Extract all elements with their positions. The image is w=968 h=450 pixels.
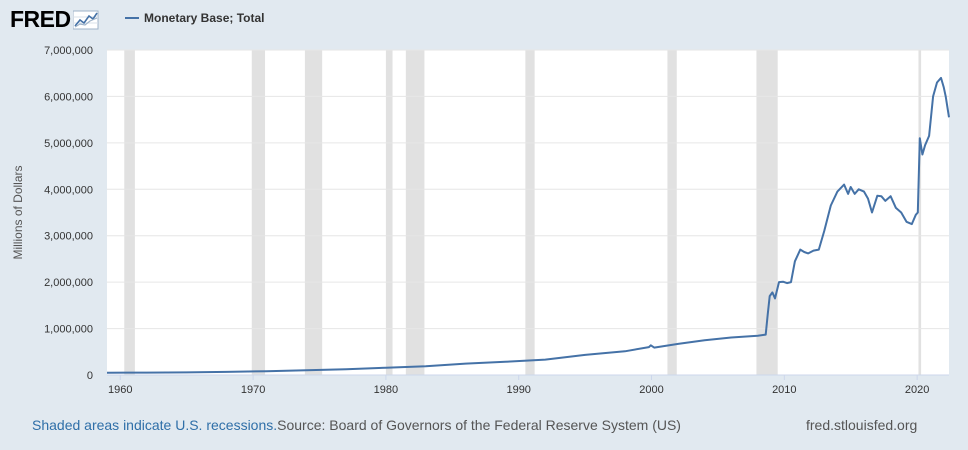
chart-logo-icon [72, 10, 99, 29]
x-tick-label: 1990 [506, 384, 530, 396]
y-tick-label: 2,000,000 [44, 277, 93, 289]
fred-logo[interactable]: FRED [10, 6, 99, 33]
line-chart: 0 1,000,000 2,000,000 3,000,000 4,000,000 5,0… [11, 45, 950, 396]
y-tick-label: 4,000,000 [44, 184, 93, 196]
y-tick-label: 0 [87, 370, 93, 382]
recession-shade [667, 50, 677, 375]
recession-shade [405, 50, 425, 375]
x-tick-label: 1960 [108, 384, 132, 396]
y-tick-label: 1,000,000 [44, 324, 93, 336]
y-tick-label: 6,000,000 [44, 91, 93, 103]
x-tick-label: 2000 [639, 384, 663, 396]
logo-text: FRED [10, 6, 71, 32]
legend: Monetary Base; Total [125, 11, 264, 25]
x-tick-label: 1970 [241, 384, 265, 396]
recession-shade [385, 50, 393, 375]
recession-shade [525, 50, 535, 375]
footer-notes: Shaded areas indicate U.S. recessions.So… [32, 417, 681, 433]
series-line[interactable] [106, 76, 950, 374]
y-tick-label: 5,000,000 [44, 138, 93, 150]
recession-shade [251, 50, 266, 375]
x-tick-label: 2020 [905, 384, 929, 396]
recession-shade [304, 50, 323, 375]
y-tick-label: 3,000,000 [44, 231, 93, 243]
y-axis-label: Millions of Dollars [11, 165, 25, 259]
x-tick-label: 2010 [772, 384, 796, 396]
y-tick-label: 7,000,000 [44, 45, 93, 57]
source-text: Source: Board of Governors of the Federa… [277, 417, 681, 433]
site-url[interactable]: fred.stlouisfed.org [806, 417, 918, 433]
legend-swatch [125, 17, 139, 19]
recession-shade [124, 50, 135, 375]
legend-series-label[interactable]: Monetary Base; Total [144, 11, 265, 25]
x-tick-label: 1980 [374, 384, 398, 396]
recession-note-link[interactable]: Shaded areas indicate U.S. recessions. [32, 417, 278, 433]
recession-shade [918, 50, 922, 375]
